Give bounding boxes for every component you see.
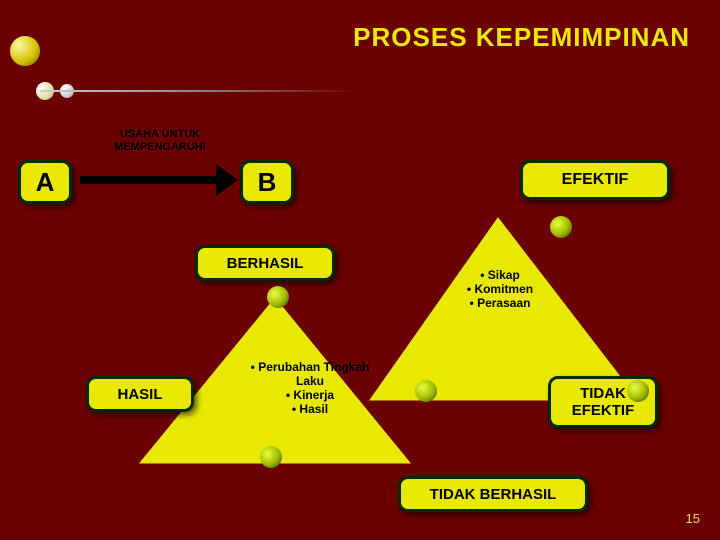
vertex-dot-4 (415, 380, 437, 402)
bullet-sikap: Sikap (440, 268, 560, 282)
node-hasil: HASIL (86, 376, 194, 412)
bullets-left: Perubahan Tingkah Laku Kinerja Hasil (240, 360, 380, 416)
bullets-right: Sikap Komitmen Perasaan (440, 268, 560, 310)
bullet-perubahan: Perubahan Tingkah Laku (240, 360, 380, 388)
bullet-perasaan: Perasaan (440, 296, 560, 310)
bullet-hasil: Hasil (240, 402, 380, 416)
arrow-head-icon (216, 164, 238, 196)
arrow-label: USAHA UNTUK MEMPENGARUHI (90, 128, 230, 153)
node-b: B (240, 160, 294, 204)
arrow-shaft (80, 176, 218, 184)
node-a: A (18, 160, 72, 204)
node-tidak-berhasil: TIDAK BERHASIL (398, 476, 588, 512)
page-number: 15 (686, 511, 700, 526)
vertex-dot-5 (260, 446, 282, 468)
triangles-layer (0, 0, 720, 540)
node-berhasil: BERHASIL (195, 245, 335, 281)
bullet-kinerja: Kinerja (240, 388, 380, 402)
vertex-dot-2 (267, 286, 289, 308)
bullet-komitmen: Komitmen (440, 282, 560, 296)
node-efektif: EFEKTIF (520, 160, 670, 200)
vertex-dot-1 (550, 216, 572, 238)
vertex-dot-3 (627, 380, 649, 402)
